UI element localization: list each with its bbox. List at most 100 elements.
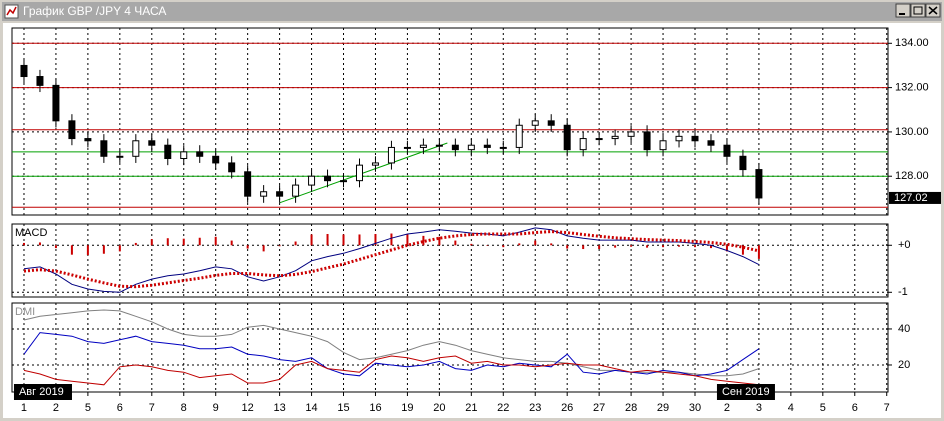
candle-body [68,120,76,140]
histogram-bar [342,234,345,246]
title-bar [2,2,942,21]
x-tick-label: 7 [149,402,155,414]
histogram-bar [757,245,760,259]
x-tick-label: 2 [724,402,730,414]
button-face[interactable] [910,3,926,18]
series-line [23,227,760,293]
histogram-bar [262,245,265,252]
histogram-bar [374,233,377,246]
candle-body [435,144,443,147]
histogram-bar [678,245,681,247]
histogram-bar [694,245,697,248]
x-tick-label: 6 [852,402,858,414]
x-tick-label: 22 [497,402,509,414]
histogram-bar [741,245,744,255]
y-tick-label: 40 [898,323,910,335]
button-face[interactable] [895,3,911,18]
button-glyph [913,6,923,15]
candle-body [547,120,555,126]
candle-body [260,191,268,197]
candle-body [419,144,427,148]
series-line [23,355,759,386]
histogram-bar [278,245,281,247]
histogram-bar [198,237,201,246]
panel-frame [11,27,889,216]
candle-body [36,76,44,86]
candle-body [563,124,571,151]
trend-line [279,142,448,204]
histogram-bar [310,234,313,246]
histogram-bar [150,239,153,246]
histogram-bar [358,234,361,246]
x-tick-label: 23 [529,402,541,414]
panel-title: MACD [15,227,47,239]
histogram-bar [134,242,137,246]
series-line [23,332,760,377]
histogram-bar [22,242,25,246]
candle-body [20,64,28,78]
y-tick-label: 134.00 [895,37,929,49]
histogram-bar [725,245,728,252]
panel-title: DMI [15,306,35,318]
candle-body [387,146,395,164]
candle-body [228,162,236,173]
candle-body [499,146,507,149]
histogram-bar [246,245,249,249]
y-tick-label: 130.00 [895,126,929,138]
x-tick-label: 4 [788,402,794,414]
x-tick-label: 2 [53,402,59,414]
maximize-button[interactable] [910,3,926,18]
histogram-bar [454,240,457,246]
month-badge [13,384,72,400]
window-title: График GBP /JPY 4 ЧАСА [23,4,166,18]
candle-body [180,151,188,160]
x-tick-label: 15 [337,402,349,414]
candle-body [611,135,619,140]
candle-body [324,175,332,182]
candle-body [52,84,60,122]
y-tick-label: 20 [898,359,910,371]
candle-body [116,155,124,158]
histogram-bar [582,245,585,250]
x-tick-label: 27 [593,402,605,414]
x-tick-label: 1 [21,402,27,414]
histogram-bar [598,245,601,250]
candle-body [595,138,603,141]
candle-body [515,124,523,148]
button-glyph [928,6,938,15]
y-tick-label: 132.00 [895,82,929,94]
histogram-bar [102,245,105,254]
histogram-bar [518,243,521,246]
x-tick-label: 30 [689,402,701,414]
histogram-bar [182,238,185,246]
x-tick-label: 7 [884,402,890,414]
candle-body [371,162,379,166]
month-badge [716,384,775,400]
candle-body [483,144,491,148]
minimize-button[interactable] [895,3,911,18]
close-button[interactable] [925,3,941,18]
histogram-bar [438,236,441,246]
candle-body [643,131,651,151]
histogram-bar [486,245,489,246]
candle-body [451,144,459,151]
series-line [23,309,760,377]
candle-body [355,164,363,182]
x-tick-label: 9 [213,402,219,414]
last-price-label: 127.02 [894,192,928,204]
histogram-bar [646,245,649,248]
histogram-bar [709,245,712,249]
candle-body [675,135,683,142]
x-tick-label: 29 [657,402,669,414]
candle-body [196,151,204,157]
histogram-bar [86,245,89,256]
candle-body [403,146,411,149]
candle-body [627,131,635,137]
candle-body [691,135,699,142]
histogram-bar [54,245,57,249]
histogram-bar [566,245,569,249]
histogram-bar [38,242,41,246]
month-label: Сен 2019 [722,386,770,398]
x-tick-label: 20 [433,402,445,414]
histogram-bar [70,245,73,255]
